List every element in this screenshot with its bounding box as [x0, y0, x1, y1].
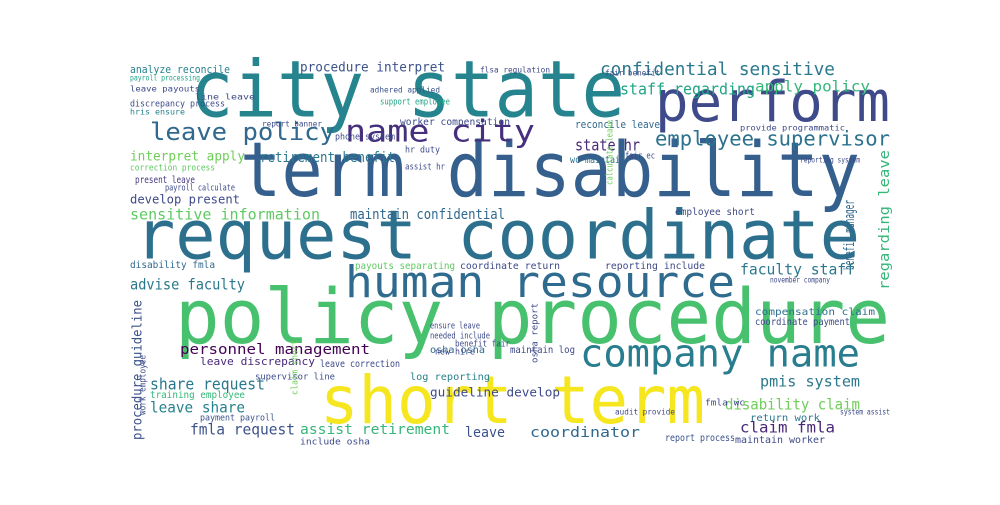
word: wc maintain: [570, 155, 625, 166]
word: pmis system: [760, 373, 860, 391]
word: new hire: [435, 348, 475, 358]
word: fmla wc: [705, 399, 745, 409]
word: leave correction: [320, 359, 400, 370]
word: supervisor line: [255, 373, 335, 383]
word: disability fmla: [130, 260, 215, 271]
word: needed include: [430, 332, 490, 342]
word: worker compensation: [400, 117, 510, 128]
word: provide programmatic: [740, 124, 845, 133]
word: develop present: [130, 193, 240, 207]
word: payouts separating: [355, 261, 455, 272]
word: return work: [750, 413, 820, 424]
cloud-area: [125, 45, 895, 455]
word: policy procedure: [175, 272, 890, 361]
word: personnel management: [180, 342, 370, 358]
word: present leave: [135, 175, 195, 186]
word: assist retirement: [300, 422, 450, 438]
word: ensure leave: [430, 322, 480, 332]
word: benefit manager: [842, 200, 858, 270]
word: employee short: [675, 207, 755, 218]
word: advise faculty: [130, 276, 245, 294]
word: reporting include: [605, 261, 705, 272]
word: fair benefit: [605, 69, 660, 78]
word: correction process: [130, 164, 215, 174]
word: employee supervisor: [655, 127, 890, 151]
word: system assist: [840, 408, 890, 417]
word: apply policy: [755, 78, 870, 96]
word: reporting system: [800, 156, 860, 165]
word: claim short: [291, 340, 301, 395]
word: assist hr: [405, 163, 445, 173]
word: leave: [465, 425, 505, 441]
word: osha osha: [430, 345, 485, 356]
word: payroll calculate: [165, 184, 235, 194]
word: coordinator: [530, 425, 640, 441]
word: compensation claim: [755, 307, 875, 318]
word: interpret apply: [130, 150, 245, 165]
word: staff regarding: [620, 80, 755, 99]
word: confidential sensitive: [600, 59, 835, 80]
word: calculate leave: [606, 120, 616, 185]
word: maintain log: [510, 345, 575, 356]
word: faculty staff: [740, 261, 855, 279]
word: audit provide: [615, 408, 675, 417]
word: procedure guideline: [131, 300, 146, 440]
word: payroll processing: [130, 74, 200, 83]
word: state hr: [575, 136, 640, 155]
word: guideline develop: [430, 386, 560, 400]
word: coordinate return: [460, 261, 560, 272]
word: payment payroll: [200, 414, 275, 424]
word: include osha: [300, 438, 370, 448]
word: leave payouts: [130, 85, 200, 94]
word: report banner: [262, 120, 322, 129]
word: coordinate payment: [755, 317, 850, 328]
word: procedure interpret: [300, 61, 445, 76]
word: fair ec: [625, 152, 655, 162]
word: sensitive information: [130, 206, 320, 224]
word: hr duty: [405, 146, 441, 156]
word: reconcile leave: [575, 118, 660, 131]
word: support employee: [380, 98, 450, 108]
word: leave discrepancy: [200, 355, 315, 368]
word: short term: [320, 362, 705, 439]
word: maintain worker: [735, 435, 825, 446]
word: city state: [190, 45, 625, 135]
word: request coordinate: [135, 197, 860, 276]
word: november company: [770, 276, 830, 285]
word: osha report: [531, 303, 541, 363]
word: analyze reconcile: [130, 63, 230, 76]
word: human resource: [345, 257, 735, 308]
word: fmla request: [190, 421, 295, 439]
word: benefit fair: [455, 340, 510, 350]
word: leave policy: [150, 118, 335, 146]
word: training employee: [150, 390, 245, 401]
word: work employee: [139, 355, 149, 415]
word: hris ensure: [130, 108, 185, 117]
word: discrepancy process: [130, 100, 225, 110]
word: share request: [150, 375, 265, 394]
word: leave share: [150, 399, 245, 417]
word: claim fmla: [740, 419, 835, 437]
word: line leave: [195, 93, 255, 102]
word: adhered applied: [370, 86, 440, 95]
word: company name: [580, 332, 860, 376]
word: maintain confidential: [350, 207, 505, 223]
word: retirement benefit: [260, 150, 395, 166]
word: phone system: [335, 133, 395, 143]
word: name city: [345, 115, 535, 150]
word: disability claim: [725, 396, 860, 414]
word: flsa regulation: [480, 66, 550, 75]
word: term disability: [240, 125, 860, 214]
word: regarding leave: [877, 150, 893, 290]
word: report process: [665, 433, 735, 444]
word: perform: [655, 70, 890, 135]
word: log reporting: [410, 372, 490, 383]
